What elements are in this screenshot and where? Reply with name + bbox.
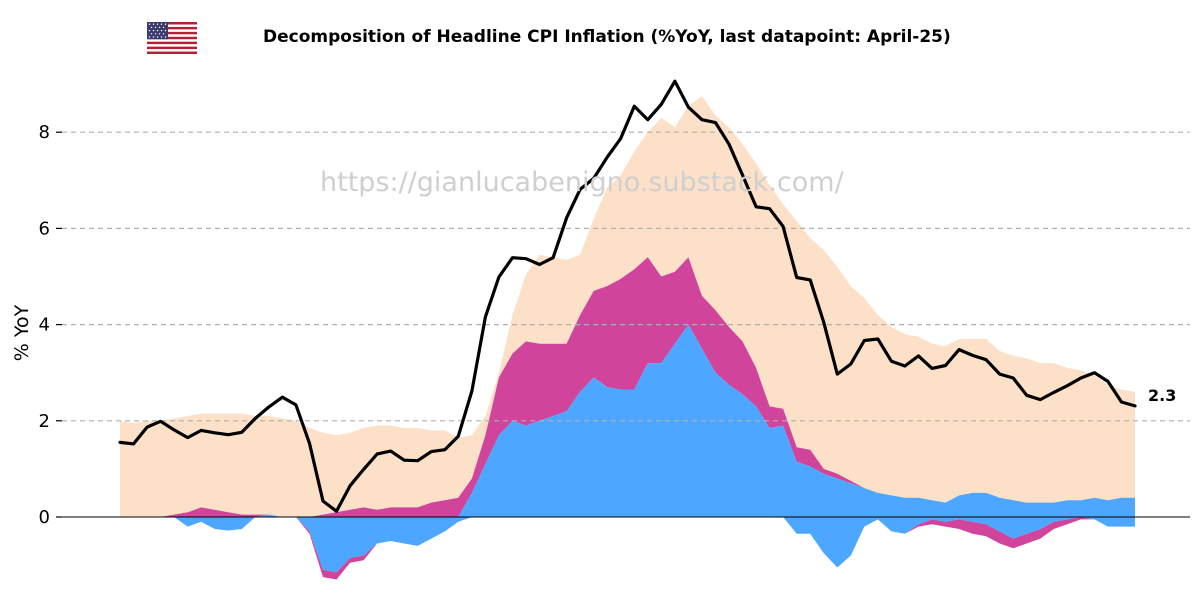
area-series-magenta bbox=[120, 257, 1135, 517]
y-tick-label: 8 bbox=[39, 122, 50, 143]
chart-title: Decomposition of Headline CPI Inflation … bbox=[263, 27, 951, 47]
y-axis-label: % YoY bbox=[11, 304, 33, 362]
y-tick-label: 6 bbox=[39, 218, 50, 239]
area-series-peach bbox=[120, 96, 1135, 517]
area-series-blue bbox=[120, 324, 1135, 517]
y-tick-label: 4 bbox=[39, 315, 50, 336]
series-headline-line bbox=[118, 79, 1137, 513]
end-value-label: 2.3 bbox=[1148, 386, 1176, 405]
area-series-blue-negative bbox=[120, 517, 1135, 573]
area-series-magenta-negative bbox=[120, 517, 1135, 580]
us-flag-icon bbox=[147, 22, 197, 54]
y-tick-label: 0 bbox=[39, 507, 50, 528]
y-tick-label: 2 bbox=[39, 411, 50, 432]
watermark-text: https://gianlucabenigno.substack.com/ bbox=[320, 167, 844, 198]
